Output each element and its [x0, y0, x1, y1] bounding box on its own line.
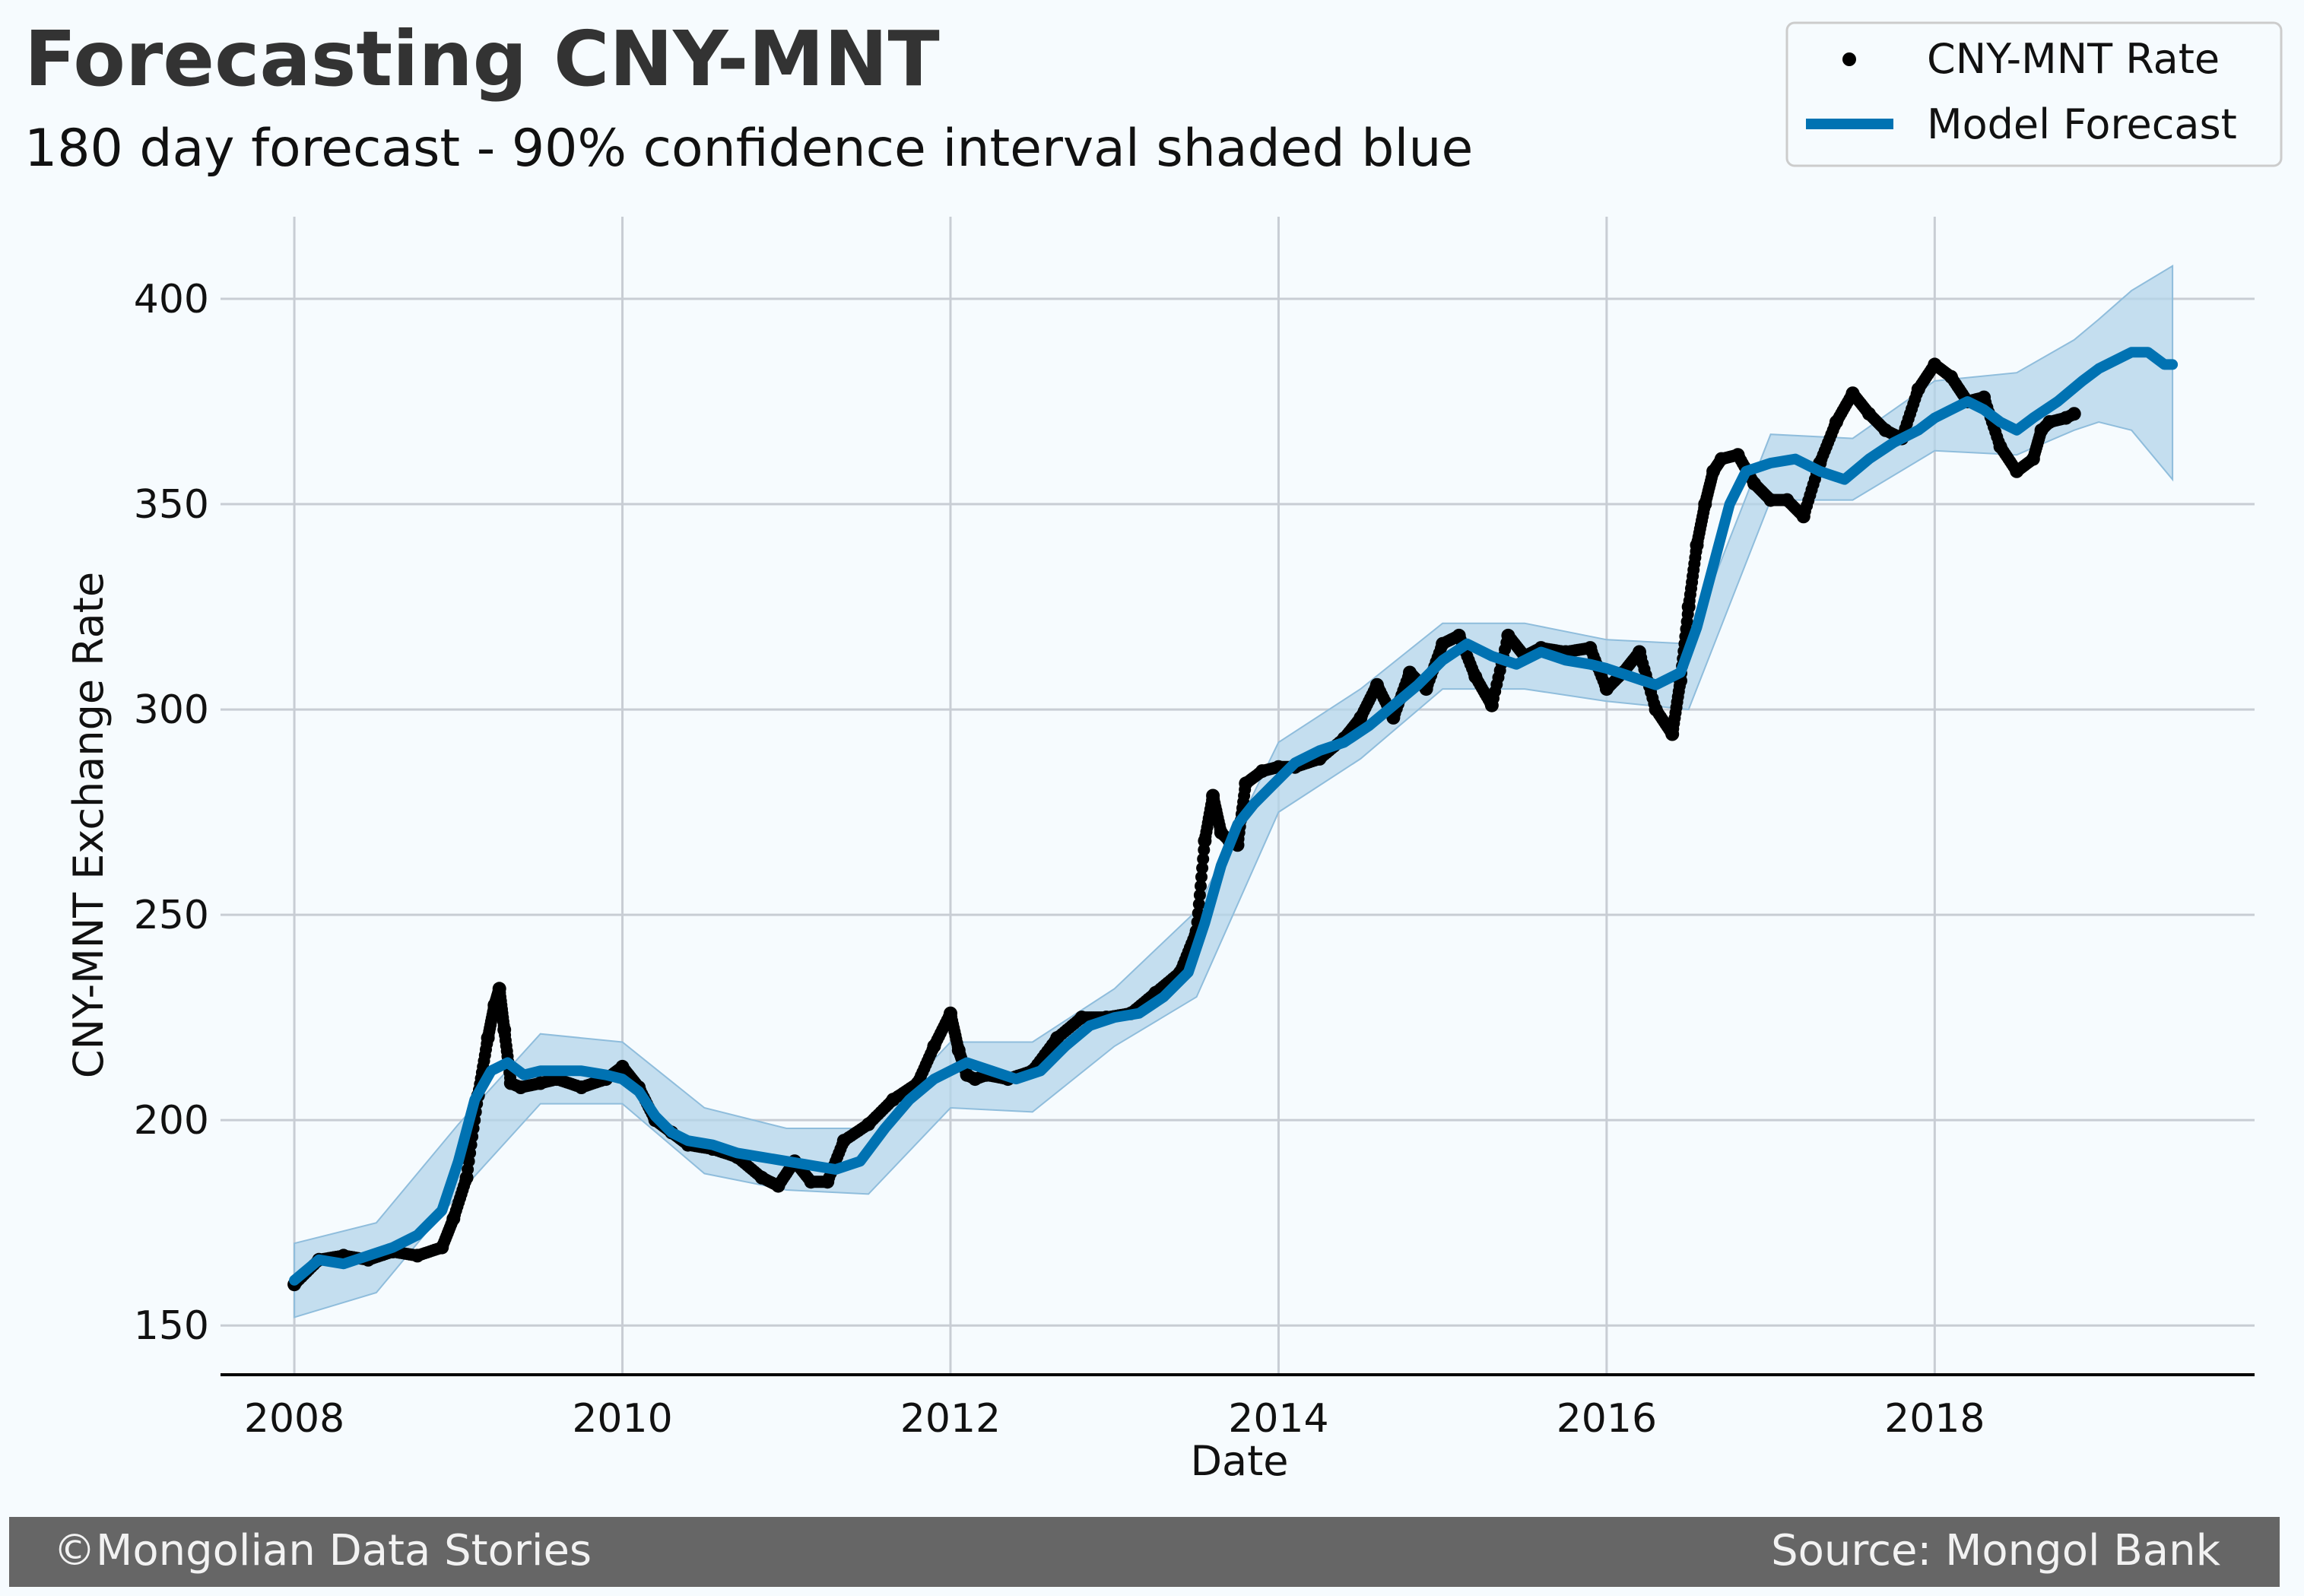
- y-tick-label: 250: [134, 893, 209, 938]
- axes: 2008 2010 2012 2014 2016 2018 150 200 250 300 350 4…: [134, 277, 2255, 1442]
- y-tick-label: 350: [134, 482, 209, 528]
- x-tick-label: 2014: [1228, 1396, 1328, 1442]
- legend: CNY-MNT Rate Model Forecast: [1785, 21, 2283, 167]
- x-tick-label: 2012: [900, 1396, 1001, 1442]
- x-tick-label: 2008: [244, 1396, 344, 1442]
- forecast-line: [289, 347, 2179, 1286]
- x-tick-label: 2018: [1884, 1396, 1985, 1442]
- observed-point-interp: [1195, 871, 1208, 884]
- chart-subtitle: 180 day forecast - 90% confidence interv…: [24, 119, 1473, 179]
- x-tick-label: 2010: [572, 1396, 672, 1442]
- observed-point-interp: [1195, 880, 1207, 893]
- legend-label-forecast: Model Forecast: [1927, 100, 2237, 148]
- legend-label-rate: CNY-MNT Rate: [1927, 35, 2220, 83]
- y-tick-label: 400: [134, 277, 209, 322]
- observed-point: [2067, 407, 2081, 421]
- x-tick-label: 2016: [1557, 1396, 1657, 1442]
- footer-source: Source: Mongol Bank: [1771, 1526, 2220, 1575]
- observed-point-interp: [1193, 889, 1206, 902]
- y-tick-label: 150: [134, 1303, 209, 1349]
- y-tick-label: 300: [134, 687, 209, 733]
- observed-point-interp: [1196, 861, 1209, 874]
- observed-points-layer: [287, 357, 2081, 1292]
- footer-copyright: ©Mongolian Data Stories: [53, 1526, 592, 1575]
- x-axis-label: Date: [1190, 1437, 1288, 1485]
- confidence-band: [294, 265, 2174, 1318]
- chart-title: Forecasting CNY-MNT: [24, 14, 940, 103]
- legend-dot-marker: [1842, 52, 1856, 66]
- confidence-band-layer: [294, 265, 2174, 1318]
- footer-bar: ©Mongolian Data Stories Source: Mongol B…: [9, 1517, 2280, 1587]
- y-axis-label: CNY-MNT Exchange Rate: [65, 572, 113, 1078]
- forecast-line-layer: [289, 347, 2179, 1286]
- y-tick-label: 200: [134, 1098, 209, 1144]
- observed-point-interp: [1192, 898, 1205, 911]
- footer-background: [9, 1517, 2280, 1587]
- legend-box: [1785, 21, 2283, 167]
- observed-point-interp: [1197, 852, 1210, 865]
